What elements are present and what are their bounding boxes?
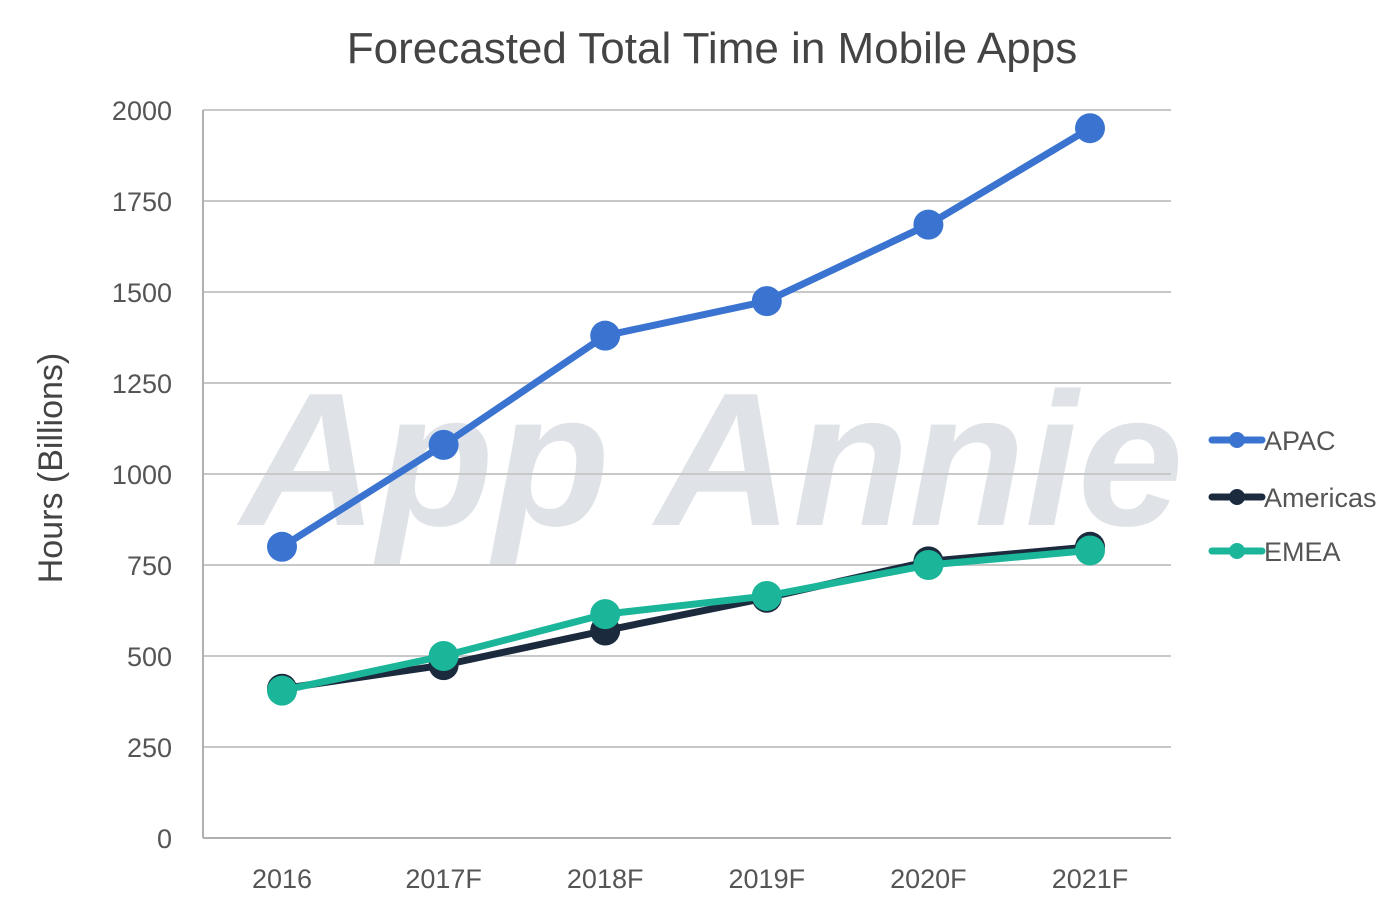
data-point: [590, 320, 621, 351]
series-line: [278, 543, 1094, 693]
y-tick-label: 2000: [112, 96, 172, 126]
data-point: [1075, 535, 1105, 566]
data-point: [428, 641, 459, 671]
data-point: [913, 209, 944, 240]
gridlines: [203, 109, 1171, 748]
data-point: [913, 550, 944, 580]
y-tick-label: 1250: [112, 369, 172, 399]
data-point: [1075, 113, 1105, 144]
x-tick-label: 2021F: [1052, 864, 1129, 894]
y-tick-label: 0: [157, 824, 172, 854]
y-tick-label: 500: [127, 642, 172, 672]
y-tick-label: 750: [127, 551, 172, 581]
series-layer: [267, 113, 1105, 706]
legend-label: Americas: [1264, 483, 1377, 513]
legend-label: APAC: [1264, 426, 1336, 456]
legend-swatch-marker: [1229, 543, 1245, 559]
data-point: [428, 429, 459, 460]
y-tick-label: 250: [127, 733, 172, 763]
x-axis-tick-labels: 2016 2017F 2018F 2019F 2020F 2021F: [252, 864, 1128, 894]
data-point: [267, 531, 297, 562]
series-line: [278, 124, 1094, 551]
legend-label: EMEA: [1264, 537, 1341, 567]
series-emea: [267, 535, 1105, 706]
x-tick-label: 2016: [252, 864, 312, 894]
x-tick-label: 2018F: [567, 864, 644, 894]
legend-item-americas: Americas: [1208, 483, 1377, 513]
y-axis-tick-labels: 0 250 500 750 1000 1250 1500 1750 2000: [112, 96, 172, 854]
y-tick-label: 1750: [112, 187, 172, 217]
data-point: [267, 675, 297, 706]
data-point: [751, 580, 782, 611]
legend-swatch-marker: [1229, 432, 1245, 448]
data-point: [590, 599, 621, 630]
series-apac: [267, 113, 1105, 562]
watermark-logo: App Annie: [237, 354, 1184, 566]
x-tick-label: 2019F: [729, 864, 806, 894]
y-axis-label: Hours (Billions): [32, 353, 70, 584]
legend-swatch-marker: [1229, 489, 1245, 505]
legend-item-emea: EMEA: [1208, 537, 1341, 567]
series-line: [278, 546, 1094, 695]
legend-item-apac: APAC: [1208, 426, 1336, 456]
data-point: [751, 286, 782, 317]
x-tick-label: 2017F: [405, 864, 482, 894]
x-tick-label: 2020F: [890, 864, 967, 894]
legend: APAC Americas EMEA: [1208, 426, 1377, 567]
y-tick-label: 1000: [112, 460, 172, 490]
y-tick-label: 1500: [112, 278, 172, 308]
chart-title: Forecasted Total Time in Mobile Apps: [347, 24, 1077, 73]
